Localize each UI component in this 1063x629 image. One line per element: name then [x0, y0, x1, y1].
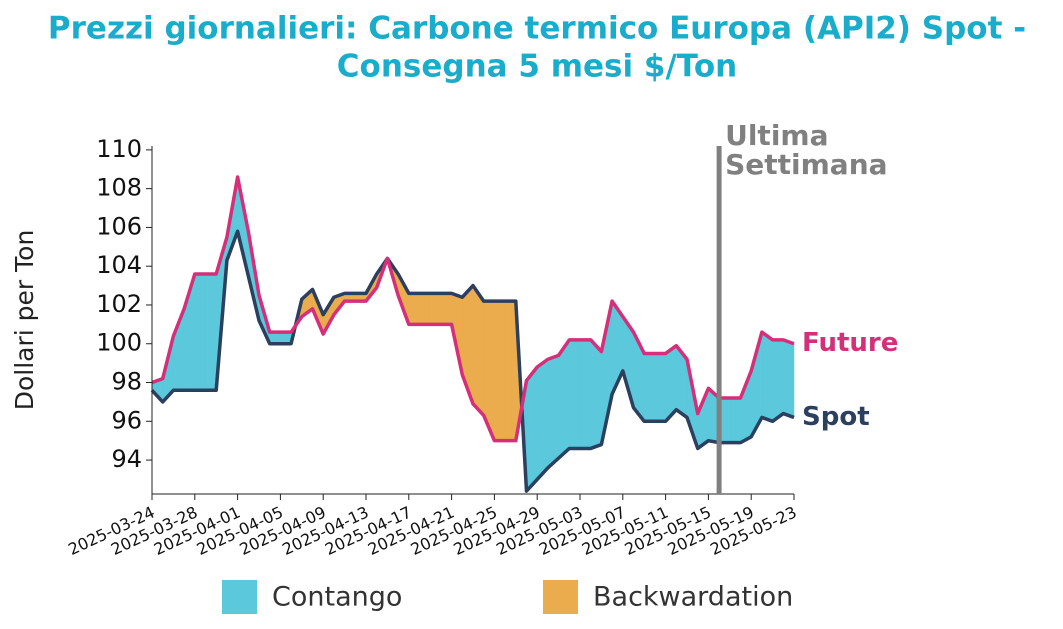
series-line	[150, 229, 795, 493]
y-tick-label: 104	[96, 251, 142, 279]
spread-area	[761, 331, 773, 422]
y-axis-label: Dollari per Ton	[10, 230, 39, 411]
spread-area	[408, 293, 420, 325]
y-tick-label: 102	[96, 290, 142, 318]
spread-area	[643, 353, 656, 422]
spread-area	[472, 284, 484, 417]
y-tick-label: 106	[96, 212, 142, 240]
spread-area	[547, 355, 559, 469]
legend-swatch	[222, 580, 257, 614]
annotation-label: Ultima	[725, 119, 828, 152]
spread-area	[579, 339, 591, 449]
spread-area	[504, 300, 517, 441]
y-tick-label: 108	[96, 174, 142, 202]
series-end-label: Spot	[802, 402, 870, 432]
legend-label: Contango	[272, 582, 402, 613]
spread-area	[205, 273, 217, 391]
series-line	[151, 175, 795, 443]
spread-area	[419, 293, 431, 325]
y-tick-label: 94	[111, 445, 142, 473]
y-tick-label: 100	[96, 329, 142, 357]
spread-area	[783, 339, 795, 418]
y-tick-label: 110	[96, 135, 142, 163]
spread-area	[558, 339, 570, 459]
spread-area	[590, 339, 602, 449]
spread-area	[526, 366, 538, 492]
chart-title: Consegna 5 mesi $/Ton	[337, 49, 737, 85]
legend-label: Backwardation	[593, 582, 793, 613]
spread-area	[569, 339, 581, 449]
spread-area	[494, 300, 506, 441]
series-end-label: Future	[802, 328, 898, 358]
spread-area	[194, 273, 206, 391]
annotation-label: Settimana	[725, 148, 887, 181]
spread-area	[654, 353, 666, 422]
chart-title: Prezzi giornalieri: Carbone termico Euro…	[48, 11, 1026, 47]
y-tick-label: 98	[111, 368, 142, 396]
spread-area	[772, 339, 784, 422]
spread-area	[536, 358, 549, 481]
spread-area	[729, 397, 741, 443]
spread-area	[440, 293, 452, 325]
legend-swatch	[543, 580, 578, 614]
y-tick-label: 96	[111, 406, 142, 434]
spread-area	[429, 293, 442, 325]
